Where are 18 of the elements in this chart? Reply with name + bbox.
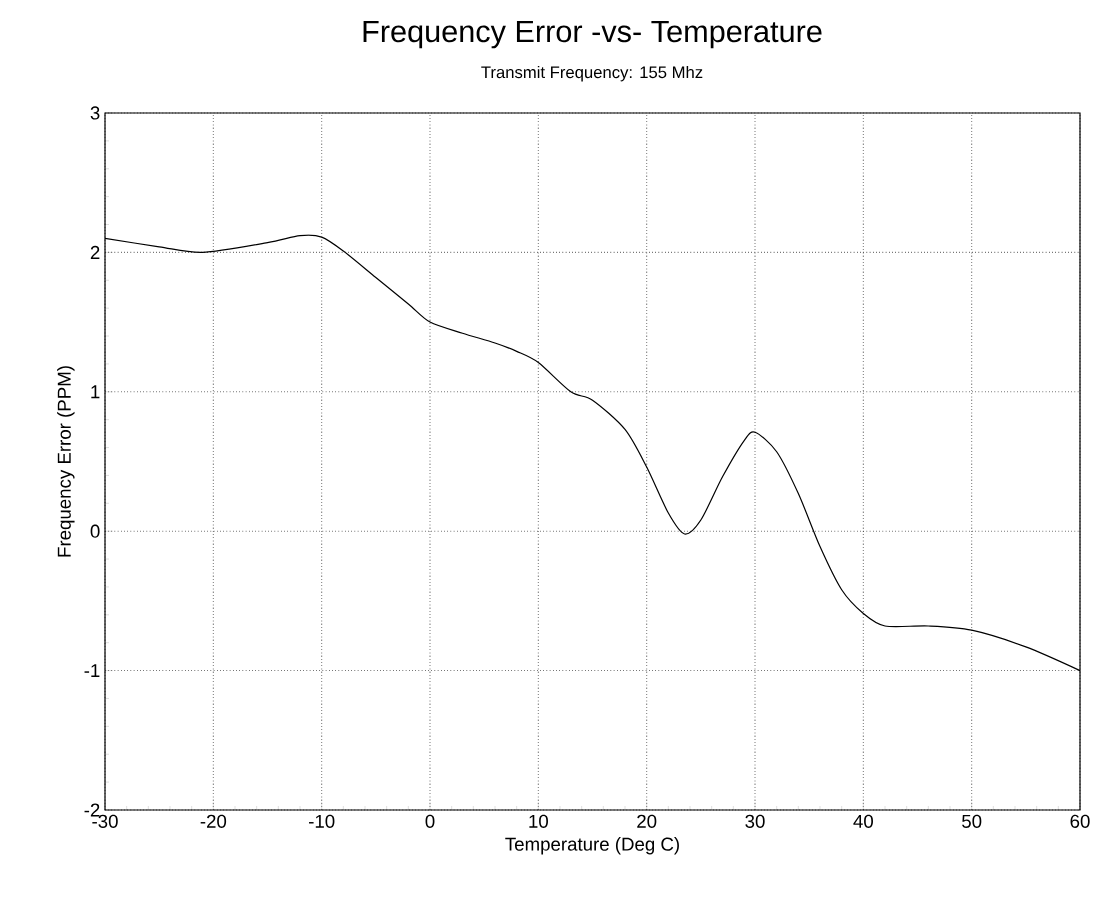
y-tick-label: -1 xyxy=(84,664,100,678)
x-tick-label: 50 xyxy=(962,814,982,828)
y-tick-label: 3 xyxy=(90,106,100,120)
x-tick-label: 30 xyxy=(745,814,765,828)
y-tick-label: 0 xyxy=(90,524,100,538)
x-tick-label: 20 xyxy=(637,814,657,828)
x-tick-label: -20 xyxy=(200,814,227,828)
y-tick-label: 1 xyxy=(91,385,100,399)
x-tick-label: 40 xyxy=(853,814,873,828)
y-axis-title: Frequency Error (PPM) xyxy=(57,366,75,557)
x-tick-label: 0 xyxy=(425,814,435,828)
y-tick-label: 2 xyxy=(90,245,100,259)
x-axis-title: Temperature (Deg C) xyxy=(505,837,679,855)
x-tick-label: 60 xyxy=(1070,814,1090,828)
chart-subtitle: Transmit Frequency: 155 Mhz xyxy=(481,65,703,82)
x-tick-label: -10 xyxy=(309,814,335,828)
chart-title: Frequency Error -vs- Temperature xyxy=(363,20,822,49)
x-tick-label: 10 xyxy=(529,814,548,828)
